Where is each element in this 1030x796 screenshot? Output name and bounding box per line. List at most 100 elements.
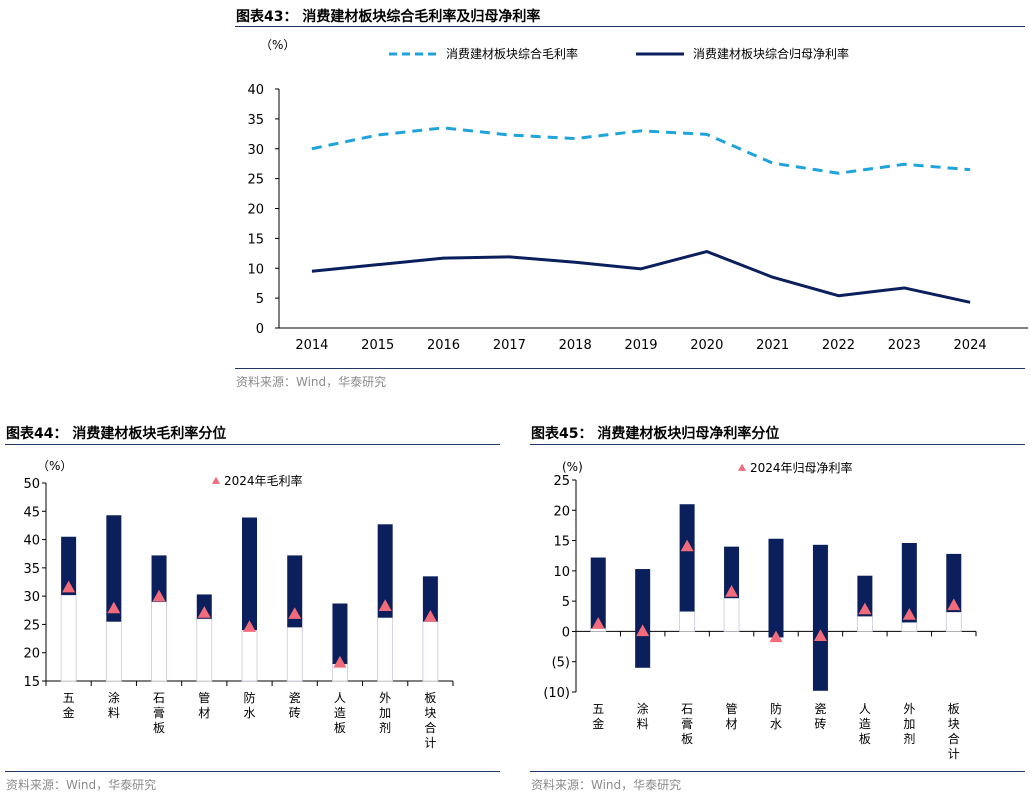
chart3-bar-base: [679, 611, 696, 632]
chart3-title-rule: [530, 444, 1025, 445]
chart3-legend-label: 2024年归母净利率: [750, 460, 853, 475]
chart3-bar-range: [590, 557, 606, 629]
chart1-y-tick-label: 5: [256, 292, 264, 307]
chart1-x-tick-label: 2016: [427, 338, 460, 353]
chart3-x-tick-label: 人造板: [859, 702, 871, 746]
chart1-legend-label: 消费建材板块综合毛利率: [446, 46, 578, 61]
chart3-y-tick-label: (10): [543, 686, 570, 701]
chart3-marker: [813, 629, 827, 641]
chart1-x-tick-label: 2023: [888, 338, 921, 353]
chart3-x-tick-label: 瓷砖: [814, 702, 826, 731]
chart2-bar-base: [286, 626, 303, 682]
chart2-x-tick-label: 板块合计: [424, 691, 436, 750]
chart2-x-tick-label: 管材: [198, 690, 210, 720]
chart3-marker: [591, 617, 605, 629]
chart3-y-tick-label: 20: [553, 504, 570, 519]
chart3-bar-base: [856, 615, 873, 632]
chart2-bar-range: [422, 576, 438, 622]
chart2-y-tick-label: 50: [23, 477, 40, 492]
chart2-marker: [243, 620, 256, 632]
chart3-bar-range: [946, 553, 962, 613]
chart1-y-tick-label: 15: [247, 232, 264, 247]
chart3-bar-base: [945, 611, 962, 632]
chart2-x-tick-label: 涂料: [108, 690, 120, 720]
chart2-source: 资料来源：Wind，华泰研究: [6, 778, 157, 792]
chart2-bar-base: [60, 594, 77, 682]
chart3-marker: [769, 630, 783, 643]
chart2-y-tick-label: 30: [23, 590, 40, 605]
chart2-bar-base: [241, 629, 258, 682]
chart3-bar-range: [857, 575, 873, 617]
chart3-source: 资料来源：Wind，华泰研究: [531, 778, 682, 792]
chart2-bar-base: [105, 621, 122, 682]
chart1-y-tick-label: 40: [247, 83, 264, 98]
chart2-bar-base: [196, 618, 213, 682]
chart1-y-tick-label: 20: [247, 203, 264, 218]
chart3-legend-marker: [738, 463, 746, 471]
chart3-bar-range: [812, 544, 828, 691]
chart1-y-tick-label: 25: [247, 173, 264, 188]
chart3-y-tick-label: 0: [562, 625, 570, 640]
chart2-unit-label: （%）: [37, 459, 72, 473]
chart3-marker: [725, 585, 739, 597]
chart2-title-rule: [5, 444, 500, 445]
chart2-bar-range: [287, 555, 303, 628]
chart2-x-tick-label: 五金: [63, 691, 75, 720]
chart2-bottom-rule: [5, 771, 500, 772]
chart2-bar-range: [61, 536, 77, 596]
chart3-unit-label: (%): [562, 460, 583, 474]
chart2-y-tick-label: 35: [23, 562, 40, 577]
chart3-marker: [680, 539, 694, 552]
chart2-bar-range: [332, 603, 348, 665]
chart2-marker: [107, 601, 121, 614]
chart3-x-tick-label: 防水: [770, 701, 782, 731]
chart3-x-tick-label: 板块合计: [948, 702, 960, 761]
chart1-x-tick-label: 2024: [954, 338, 987, 353]
chart3-title: 图表45： 消费建材板块归母净利率分位: [531, 426, 780, 442]
chart1-unit-label: （%）: [260, 38, 295, 52]
chart1-source: 资料来源：Wind，华泰研究: [236, 375, 387, 389]
chart2-bar-base: [422, 621, 439, 682]
chart1-title-rule: [235, 26, 1025, 27]
chart2-marker: [197, 606, 211, 618]
chart1-x-tick-label: 2021: [756, 338, 789, 353]
chart1-x-tick-label: 2018: [559, 338, 592, 353]
chart1-bottom-rule: [235, 368, 1025, 369]
chart1-y-tick-label: 0: [256, 322, 264, 337]
chart1-x-tick-label: 2015: [361, 338, 394, 353]
chart3-bar-range: [724, 546, 740, 599]
chart2-y-tick-label: 20: [23, 647, 40, 662]
chart2-bar-base: [377, 617, 394, 682]
chart3-marker: [947, 598, 961, 611]
gross-margin-line: [311, 126, 971, 175]
chart2-y-tick-label: 45: [23, 505, 40, 520]
chart3-bar-range: [901, 542, 917, 623]
chart3-x-tick-label: 五金: [592, 702, 604, 731]
chart2-y-tick-label: 15: [23, 675, 40, 690]
chart2-x-tick-label: 外加剂: [379, 691, 391, 735]
chart3-bar-base: [590, 628, 607, 632]
chart3-y-tick-label: 15: [553, 535, 570, 550]
chart1-x-tick-label: 2022: [822, 338, 855, 353]
chart2-legend-label: 2024年毛利率: [224, 473, 303, 488]
chart2-marker: [333, 655, 347, 668]
chart2-marker: [62, 580, 76, 593]
chart2-bar-range: [377, 524, 393, 618]
chart2-bar-range: [151, 555, 167, 602]
chart1-x-tick-label: 2017: [493, 338, 526, 353]
chart2-bar-range: [242, 517, 257, 631]
chart3-bar-range: [679, 504, 695, 612]
net-margin-line: [311, 250, 971, 304]
chart2-x-tick-label: 瓷砖: [289, 691, 301, 720]
chart2-bar-base: [151, 601, 167, 682]
chart3-marker: [902, 608, 916, 620]
chart3-y-tick-label: 5: [562, 595, 570, 610]
chart3-bar-base: [901, 621, 918, 632]
chart2-x-tick-label: 防水: [243, 690, 255, 720]
chart1-legend-label: 消费建材板块综合归母净利率: [693, 46, 849, 61]
chart3-y-tick-label: 10: [553, 565, 570, 580]
chart2-marker: [423, 610, 437, 622]
chart3-bar-range: [635, 569, 651, 668]
